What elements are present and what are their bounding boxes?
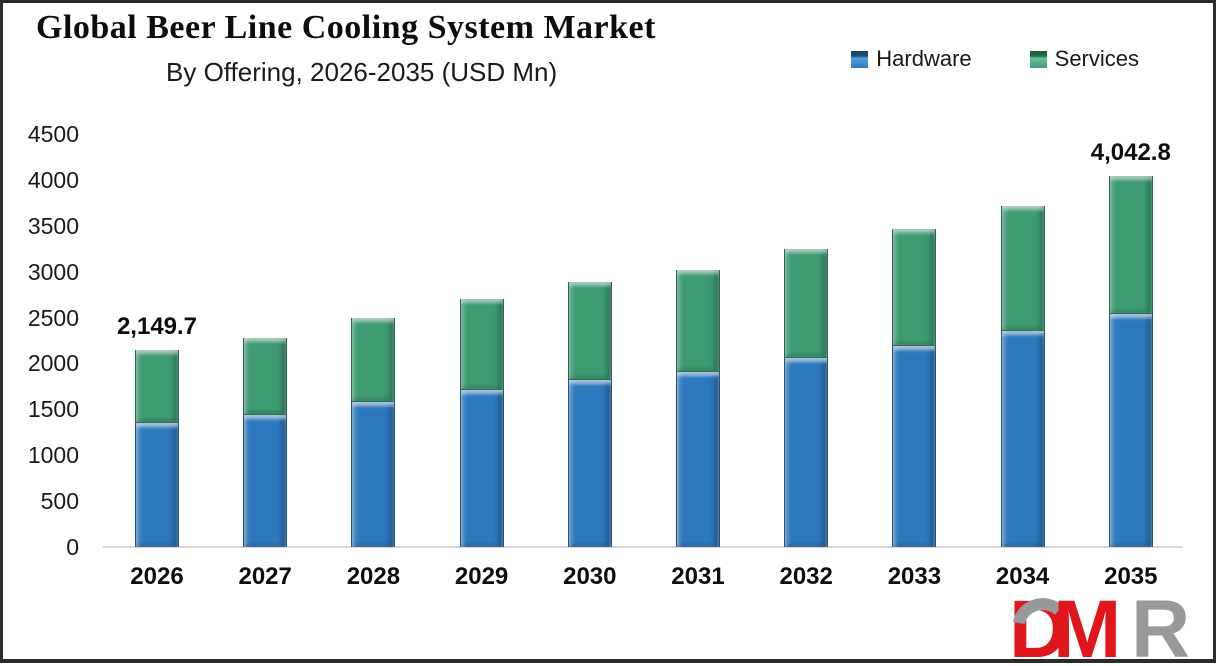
bar-segment-hardware-2028[interactable] xyxy=(351,401,396,547)
bar-segment-services-2032[interactable] xyxy=(784,248,829,358)
bar-segment-services-2029[interactable] xyxy=(459,299,504,391)
dmr-logo: D R M xyxy=(1009,584,1211,666)
dmr-logo-graphic: D R M xyxy=(1009,584,1190,666)
bar-segment-hardware-2033[interactable] xyxy=(892,346,937,547)
bar-segment-services-2028[interactable] xyxy=(351,318,396,402)
x-axis-label-2035: 2035 xyxy=(1104,563,1158,590)
bar-segment-hardware-2034[interactable] xyxy=(1000,330,1045,547)
x-axis-label-2027: 2027 xyxy=(238,563,292,590)
x-axis-line xyxy=(103,546,1183,548)
y-axis-tick-label: 3500 xyxy=(27,212,79,239)
plot-area: 0 500 1000 1500 2000 2500 3000 3500 4000 4500 2026… xyxy=(3,3,1216,666)
bar-segment-hardware-2026[interactable] xyxy=(135,422,179,547)
services-swatch-icon xyxy=(1029,50,1047,68)
bar-segment-services-2027[interactable] xyxy=(243,337,288,415)
chart-subtitle: By Offering, 2026-2035 (USD Mn) xyxy=(166,57,558,87)
x-axis-label-2032: 2032 xyxy=(779,563,833,590)
hardware-swatch-icon xyxy=(851,50,869,68)
y-axis-tick-label: 2500 xyxy=(27,304,79,331)
x-axis-label-2028: 2028 xyxy=(346,563,401,590)
legend-label-hardware: Hardware xyxy=(876,46,972,71)
bar-segment-hardware-2030[interactable] xyxy=(567,379,612,547)
bar-value-label: 2,149.7 xyxy=(116,312,198,340)
bar-segment-services-2026[interactable] xyxy=(135,349,179,423)
x-axis-label-2026: 2026 xyxy=(130,563,184,590)
y-axis-tick-label: 0 xyxy=(66,534,79,560)
svg-text:M: M xyxy=(1053,597,1121,661)
x-axis-label-2033: 2033 xyxy=(887,563,942,590)
y-axis-tick-label: 4500 xyxy=(27,121,79,147)
bar-segment-services-2031[interactable] xyxy=(676,269,720,372)
x-axis-label-2034: 2034 xyxy=(995,563,1050,590)
bar-value-label: 4,042.8 xyxy=(1090,138,1171,166)
x-axis-label-2029: 2029 xyxy=(454,563,509,590)
chart-title: Global Beer Line Cooling System Market xyxy=(36,9,656,46)
bar-segment-hardware-2035[interactable] xyxy=(1108,313,1153,547)
y-axis-tick-label: 1000 xyxy=(27,442,79,469)
y-axis-tick-label: 500 xyxy=(40,488,79,515)
y-axis-tick-label: 1500 xyxy=(27,396,79,423)
bar-segment-services-2030[interactable] xyxy=(567,281,612,380)
svg-text:R: R xyxy=(1131,597,1190,661)
bar-segment-hardware-2031[interactable] xyxy=(676,371,720,547)
bar-segment-services-2033[interactable] xyxy=(892,229,937,346)
svg-text:D: D xyxy=(1009,597,1068,661)
legend-label-services: Services xyxy=(1054,46,1139,71)
y-axis-tick-label: 3000 xyxy=(27,258,79,285)
bar-segment-hardware-2027[interactable] xyxy=(243,414,288,547)
x-axis-label-2031: 2031 xyxy=(671,563,725,590)
bar-segment-hardware-2029[interactable] xyxy=(459,390,504,547)
bar-segment-services-2035[interactable] xyxy=(1108,175,1153,314)
legend-item-hardware[interactable]: Hardware xyxy=(851,46,972,72)
bar-segment-hardware-2032[interactable] xyxy=(784,357,829,547)
y-axis-tick-label: 2000 xyxy=(27,350,79,377)
bar-segment-services-2034[interactable] xyxy=(1000,205,1045,331)
legend-item-services[interactable]: Services xyxy=(1029,46,1139,72)
x-axis-label-2030: 2030 xyxy=(563,563,617,590)
y-axis-tick-label: 4000 xyxy=(27,166,79,193)
legend: Hardware Services xyxy=(851,46,1139,72)
